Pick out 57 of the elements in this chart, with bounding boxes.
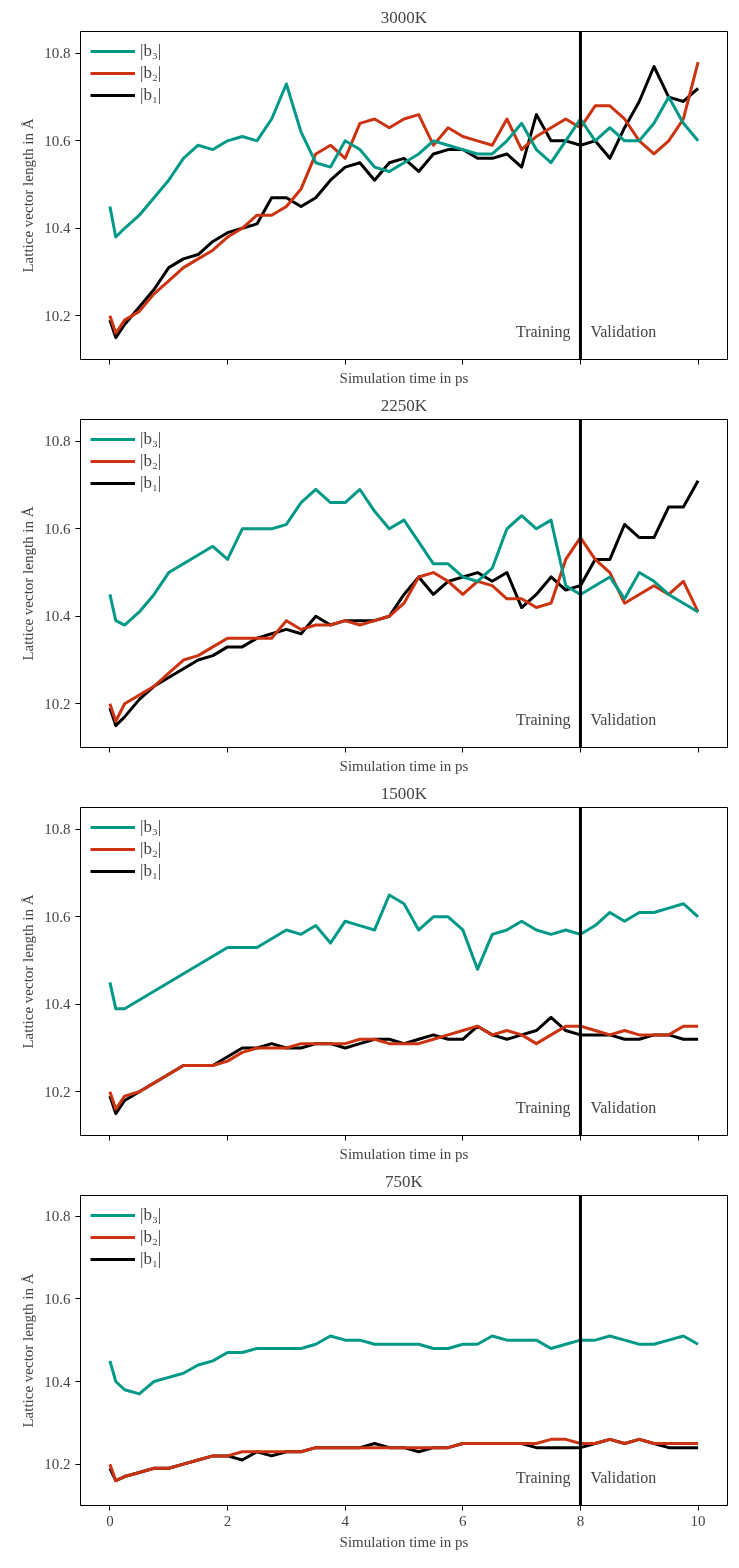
legend-label: |b₃| <box>140 1205 162 1225</box>
annotation: Validation <box>590 1099 657 1116</box>
legend-label: |b₃| <box>140 817 162 837</box>
line-series <box>108 1334 700 1396</box>
line-series <box>108 893 700 1011</box>
legend-label: |b₃| <box>140 41 162 61</box>
chart-title: 1500K <box>380 783 428 803</box>
y-tick-label: 10.8 <box>44 45 71 62</box>
annotation: Validation <box>590 711 657 728</box>
annotation: Training <box>515 711 571 729</box>
annotation: Validation <box>590 323 657 340</box>
x-tick-label: 4 <box>341 1512 350 1529</box>
x-axis-title: Simulation time in ps <box>339 1533 469 1550</box>
legend-label: |b₂| <box>140 839 162 859</box>
legend-label: |b₂| <box>140 63 162 83</box>
x-tick-label: 8 <box>576 1512 585 1529</box>
x-tick-label: 6 <box>459 1512 468 1529</box>
y-tick-label: 10.6 <box>44 520 71 537</box>
chart-title: 750K <box>385 1171 424 1191</box>
chart-title: 2250K <box>380 395 428 415</box>
y-tick-label: 10.4 <box>44 1373 71 1390</box>
y-tick-label: 10.6 <box>44 908 71 925</box>
y-tick-label: 10.2 <box>44 307 71 324</box>
chart-title: 3000K <box>380 7 428 27</box>
legend-label: |b₁| <box>140 861 162 881</box>
y-tick-label: 10.8 <box>44 1208 71 1225</box>
y-tick-label: 10.2 <box>44 1083 71 1100</box>
y-tick-label: 10.4 <box>44 996 71 1013</box>
annotation: Validation <box>590 1469 657 1486</box>
legend-label: |b₂| <box>140 1227 162 1247</box>
legend-label: |b₁| <box>140 85 162 105</box>
x-tick-label: 2 <box>223 1512 232 1529</box>
annotation: Training <box>515 323 571 341</box>
legend-label: |b₁| <box>140 473 162 493</box>
y-tick-label: 10.4 <box>44 608 71 625</box>
y-axis-title: Lattice vector length in Å <box>20 1273 37 1428</box>
y-tick-label: 10.2 <box>44 695 71 712</box>
annotation: Training <box>515 1469 571 1487</box>
x-tick-label: 10 <box>690 1512 706 1529</box>
x-axis-title: Simulation time in ps <box>339 369 469 386</box>
y-tick-label: 10.2 <box>44 1456 71 1473</box>
legend-label: |b₃| <box>140 429 162 449</box>
y-tick-label: 10.8 <box>44 821 71 838</box>
line-series <box>108 82 700 239</box>
x-axis-title: Simulation time in ps <box>339 757 469 774</box>
y-tick-label: 10.6 <box>44 1290 71 1307</box>
annotation: Training <box>515 1099 571 1117</box>
x-axis-title: Simulation time in ps <box>339 1145 469 1162</box>
y-axis-title: Lattice vector length in Å <box>20 894 37 1049</box>
legend-label: |b₁| <box>140 1249 162 1269</box>
y-tick-label: 10.6 <box>44 132 71 149</box>
y-tick-label: 10.4 <box>44 220 71 237</box>
legend-label: |b₂| <box>140 451 162 471</box>
y-axis-title: Lattice vector length in Å <box>20 118 37 273</box>
y-tick-label: 10.8 <box>44 433 71 450</box>
x-tick-label: 0 <box>106 1512 114 1529</box>
y-axis-title: Lattice vector length in Å <box>20 506 37 661</box>
